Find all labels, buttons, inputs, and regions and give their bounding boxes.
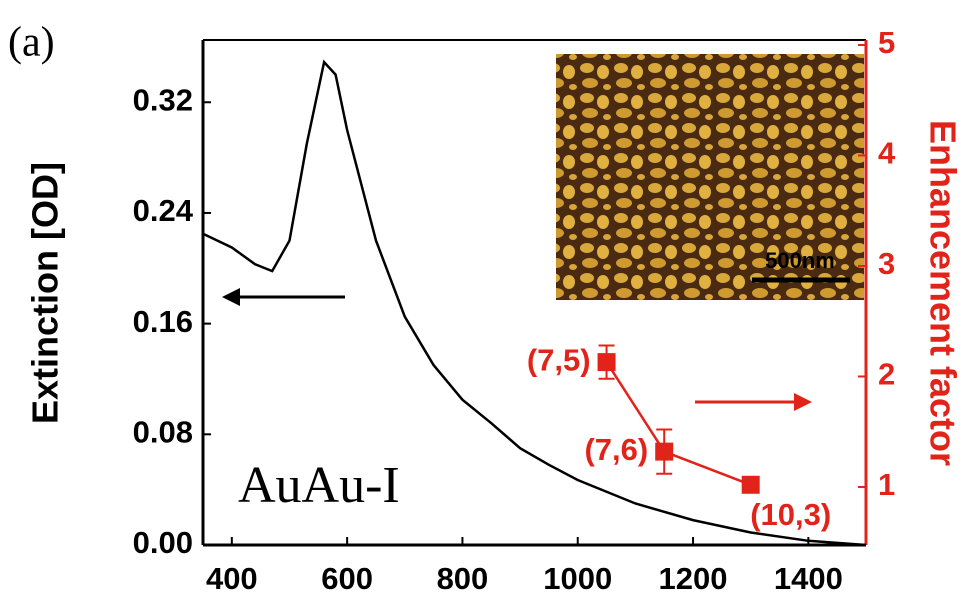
scale-label: 500nm bbox=[765, 248, 835, 273]
x-tick-label: 600 bbox=[321, 561, 373, 596]
panel-label: (a) bbox=[8, 20, 55, 66]
y2-tick-label: 5 bbox=[878, 25, 895, 60]
y2-tick-label: 2 bbox=[878, 357, 895, 392]
x-tick-label: 400 bbox=[206, 561, 258, 596]
y2-tick-label: 1 bbox=[878, 467, 895, 502]
y-tick-label: 0.16 bbox=[133, 304, 193, 339]
x-tick-label: 1000 bbox=[543, 561, 612, 596]
inset-image bbox=[556, 54, 864, 300]
point bbox=[597, 353, 616, 372]
point-label: (7,6) bbox=[584, 432, 648, 467]
point bbox=[655, 442, 674, 461]
x-tick-label: 1200 bbox=[659, 561, 728, 596]
x-tick-label: 800 bbox=[437, 561, 489, 596]
y2-tick-label: 3 bbox=[878, 246, 895, 281]
y2-axis-title: Enhancement factor bbox=[922, 120, 963, 466]
point-label: (10,3) bbox=[750, 497, 831, 532]
point-label: (7,5) bbox=[527, 342, 591, 377]
y-axis-title: Extinction [OD] bbox=[25, 162, 66, 424]
y-tick-label: 0.24 bbox=[133, 193, 194, 228]
arrow-head bbox=[222, 288, 240, 306]
annotation: AuAu-I bbox=[238, 457, 400, 514]
y2-tick-label: 4 bbox=[878, 136, 896, 171]
y-tick-label: 0.32 bbox=[133, 82, 193, 117]
x-tick-label: 1400 bbox=[774, 561, 843, 596]
point bbox=[741, 475, 760, 494]
arrow-head bbox=[794, 393, 812, 411]
y-tick-label: 0.08 bbox=[133, 415, 193, 450]
y-tick-label: 0.00 bbox=[133, 525, 193, 560]
extinction-line bbox=[202, 59, 867, 547]
